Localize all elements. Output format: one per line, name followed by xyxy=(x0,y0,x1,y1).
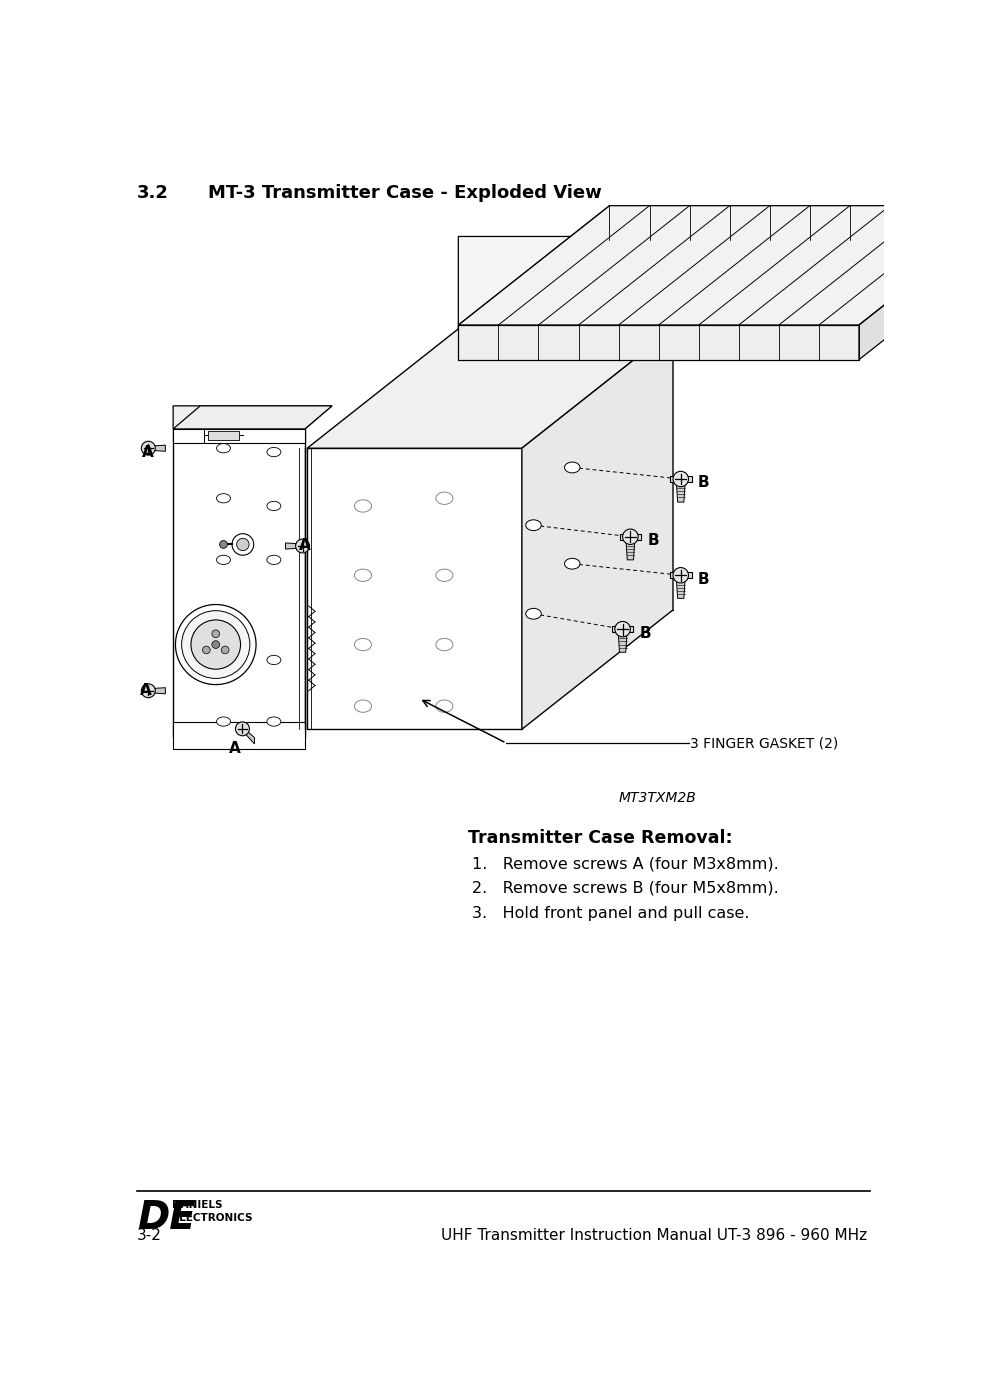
Circle shape xyxy=(141,442,155,456)
Text: ELECTRONICS: ELECTRONICS xyxy=(173,1213,252,1223)
Ellipse shape xyxy=(525,609,541,618)
Polygon shape xyxy=(173,405,332,429)
Polygon shape xyxy=(173,722,304,748)
Ellipse shape xyxy=(355,701,371,712)
Ellipse shape xyxy=(267,501,281,511)
Text: 3.   Hold front panel and pull case.: 3. Hold front panel and pull case. xyxy=(471,905,749,921)
Polygon shape xyxy=(153,446,165,451)
Circle shape xyxy=(232,534,253,556)
Text: UHF Transmitter Instruction Manual UT-3 896 - 960 MHz: UHF Transmitter Instruction Manual UT-3 … xyxy=(441,1229,867,1243)
Circle shape xyxy=(236,722,249,736)
Polygon shape xyxy=(173,429,304,737)
Polygon shape xyxy=(626,536,635,560)
Text: A: A xyxy=(299,539,310,553)
Polygon shape xyxy=(459,206,982,325)
Ellipse shape xyxy=(355,570,371,581)
Polygon shape xyxy=(246,730,254,744)
Polygon shape xyxy=(670,476,691,482)
Polygon shape xyxy=(208,430,239,440)
Polygon shape xyxy=(173,429,304,443)
Circle shape xyxy=(237,538,249,550)
Ellipse shape xyxy=(267,447,281,457)
Polygon shape xyxy=(618,630,627,652)
Text: 3.2: 3.2 xyxy=(136,184,169,202)
Polygon shape xyxy=(459,325,859,359)
Ellipse shape xyxy=(436,570,453,581)
Text: Transmitter Case Removal:: Transmitter Case Removal: xyxy=(467,829,733,847)
Polygon shape xyxy=(153,688,165,694)
Text: B: B xyxy=(698,475,709,490)
Polygon shape xyxy=(521,329,673,730)
Text: MT-3 Transmitter Case - Exploded View: MT-3 Transmitter Case - Exploded View xyxy=(208,184,602,202)
Text: B: B xyxy=(698,571,709,586)
Text: A: A xyxy=(140,683,152,698)
Polygon shape xyxy=(173,405,332,429)
Polygon shape xyxy=(859,206,982,359)
Circle shape xyxy=(191,620,241,669)
Circle shape xyxy=(296,539,309,553)
Text: MT3TXM2B: MT3TXM2B xyxy=(619,791,696,805)
Ellipse shape xyxy=(267,556,281,564)
Polygon shape xyxy=(676,575,685,599)
Text: 1.   Remove screws A (four M3x8mm).: 1. Remove screws A (four M3x8mm). xyxy=(471,857,779,871)
Polygon shape xyxy=(670,573,691,578)
Circle shape xyxy=(221,646,229,653)
Circle shape xyxy=(212,630,220,638)
Text: 2.   Remove screws B (four M5x8mm).: 2. Remove screws B (four M5x8mm). xyxy=(471,880,779,896)
Ellipse shape xyxy=(216,443,231,453)
Circle shape xyxy=(176,605,256,684)
Polygon shape xyxy=(307,329,673,449)
Polygon shape xyxy=(459,237,982,329)
Polygon shape xyxy=(676,479,685,501)
Circle shape xyxy=(202,646,210,653)
Text: A: A xyxy=(229,741,241,756)
Ellipse shape xyxy=(436,638,453,651)
Polygon shape xyxy=(620,534,641,540)
Ellipse shape xyxy=(525,520,541,531)
Ellipse shape xyxy=(565,462,580,472)
Ellipse shape xyxy=(216,717,231,726)
Circle shape xyxy=(220,540,228,549)
Ellipse shape xyxy=(267,717,281,726)
Polygon shape xyxy=(307,449,521,730)
Text: DE: DE xyxy=(136,1199,195,1237)
Text: B: B xyxy=(647,534,659,547)
Circle shape xyxy=(141,684,155,698)
Ellipse shape xyxy=(355,500,371,513)
Text: 3 FINGER GASKET (2): 3 FINGER GASKET (2) xyxy=(690,736,839,749)
Ellipse shape xyxy=(267,655,281,664)
Polygon shape xyxy=(612,625,633,632)
Ellipse shape xyxy=(355,638,371,651)
Text: 3-2: 3-2 xyxy=(136,1229,162,1243)
Text: DANIELS: DANIELS xyxy=(173,1201,223,1211)
Ellipse shape xyxy=(216,493,231,503)
Ellipse shape xyxy=(436,492,453,504)
Ellipse shape xyxy=(216,556,231,564)
Circle shape xyxy=(673,567,688,582)
Text: B: B xyxy=(639,625,651,641)
Circle shape xyxy=(623,529,638,545)
Circle shape xyxy=(182,610,249,678)
Ellipse shape xyxy=(565,559,580,570)
Polygon shape xyxy=(286,543,298,549)
Text: A: A xyxy=(141,444,153,460)
Circle shape xyxy=(673,471,688,486)
Circle shape xyxy=(212,641,220,648)
Ellipse shape xyxy=(436,701,453,712)
Circle shape xyxy=(615,621,630,637)
Ellipse shape xyxy=(216,655,231,664)
